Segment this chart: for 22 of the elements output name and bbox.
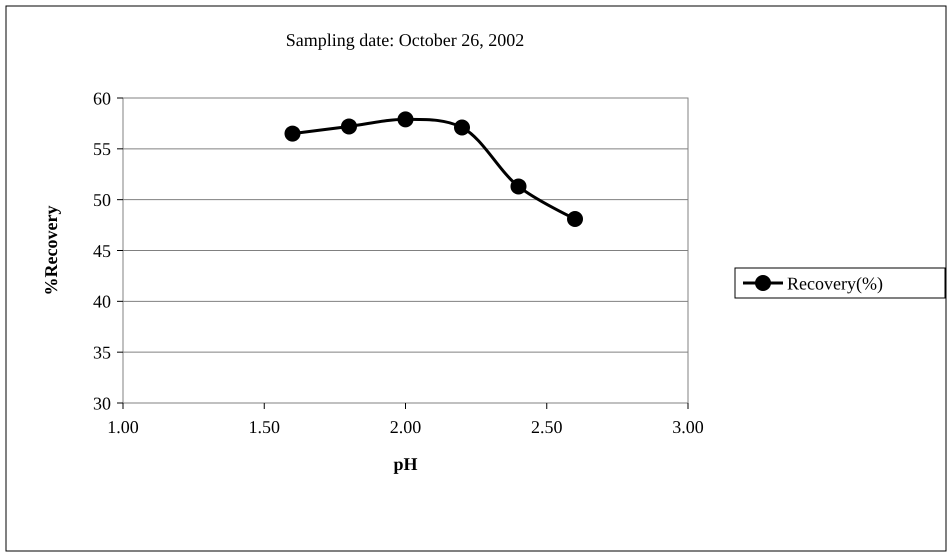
chart-title: Sampling date: October 26, 2002	[286, 30, 524, 50]
y-axis-title: %Recovery	[41, 206, 61, 296]
y-tick-label: 60	[93, 88, 111, 108]
y-tick-label: 30	[93, 393, 111, 414]
x-axis-title: pH	[393, 454, 418, 474]
y-tick-label: 55	[93, 139, 111, 160]
legend-label: Recovery(%)	[787, 273, 883, 294]
x-tick-label: 1.50	[248, 417, 280, 437]
x-tick-label: 3.00	[672, 417, 704, 437]
y-tick-label: 50	[93, 190, 111, 210]
point	[510, 178, 526, 194]
y-tick-label: 40	[93, 292, 111, 312]
point	[567, 210, 583, 227]
point	[454, 119, 470, 136]
point	[398, 111, 414, 128]
point	[284, 126, 300, 142]
x-tick-label: 1.00	[107, 417, 139, 437]
y-tick-label: 35	[93, 342, 111, 362]
point	[341, 118, 357, 134]
x-tick-label: 2.00	[390, 417, 422, 437]
y-tick-label: 45	[93, 240, 111, 261]
x-tick-label: 2.50	[531, 417, 562, 437]
